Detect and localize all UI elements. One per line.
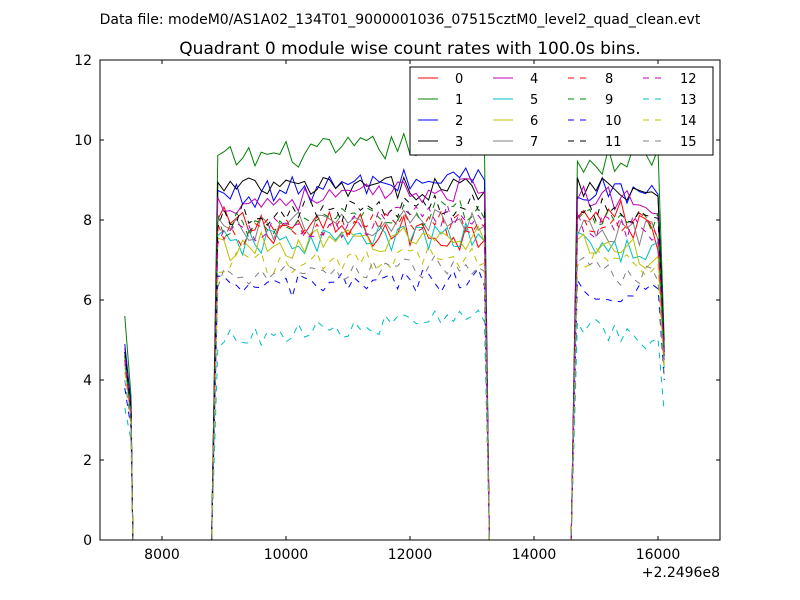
- series-line-4: [124, 178, 665, 541]
- series-line-5: [124, 220, 665, 541]
- series-line-3: [124, 175, 665, 541]
- y-tick-label: 10: [74, 133, 92, 149]
- legend-label-10: 10: [605, 114, 622, 129]
- series-line-13: [124, 309, 665, 541]
- series-line-12: [124, 202, 665, 541]
- legend-label-13: 13: [680, 93, 697, 108]
- chart-title: Quadrant 0 module wise count rates with …: [179, 39, 640, 59]
- series-line-6: [124, 225, 665, 541]
- legend-label-4: 4: [530, 72, 538, 87]
- series-line-10: [124, 267, 665, 541]
- legend-label-7: 7: [530, 135, 538, 150]
- x-tick-label: 16000: [636, 547, 681, 563]
- legend-label-0: 0: [455, 72, 463, 87]
- legend-label-8: 8: [605, 72, 613, 87]
- legend-label-1: 1: [455, 93, 463, 108]
- series-line-15: [124, 254, 665, 541]
- legend-label-6: 6: [530, 114, 538, 129]
- series-line-14: [124, 244, 665, 541]
- suptitle: Data file: modeM0/AS1A02_134T01_90000010…: [100, 12, 701, 28]
- series-line-0: [124, 198, 665, 541]
- y-tick-label: 4: [83, 373, 92, 389]
- series-line-9: [124, 198, 665, 541]
- legend-label-9: 9: [605, 93, 613, 108]
- x-offset-label: +2.2496e8: [642, 565, 720, 581]
- legend-label-2: 2: [455, 114, 463, 129]
- series-line-8: [124, 210, 665, 541]
- legend-label-15: 15: [680, 135, 697, 150]
- series-lines: [124, 130, 665, 541]
- y-tick-label: 2: [83, 453, 92, 469]
- legend-label-11: 11: [605, 135, 622, 150]
- y-tick-label: 0: [83, 533, 92, 549]
- x-tick-label: 14000: [512, 547, 557, 563]
- series-line-7: [124, 208, 665, 541]
- legend-label-14: 14: [680, 114, 697, 129]
- series-line-1: [124, 130, 665, 541]
- series-line-11: [124, 192, 665, 541]
- y-tick-label: 12: [74, 53, 92, 69]
- legend-label-5: 5: [530, 93, 538, 108]
- y-tick-label: 6: [83, 293, 92, 309]
- x-tick-label: 12000: [388, 547, 433, 563]
- legend-label-12: 12: [680, 72, 697, 87]
- series-line-2: [124, 167, 665, 541]
- x-tick-label: 10000: [264, 547, 309, 563]
- legend-box: [409, 66, 714, 156]
- x-tick-label: 8000: [144, 547, 180, 563]
- legend-label-3: 3: [455, 135, 463, 150]
- y-tick-label: 8: [83, 213, 92, 229]
